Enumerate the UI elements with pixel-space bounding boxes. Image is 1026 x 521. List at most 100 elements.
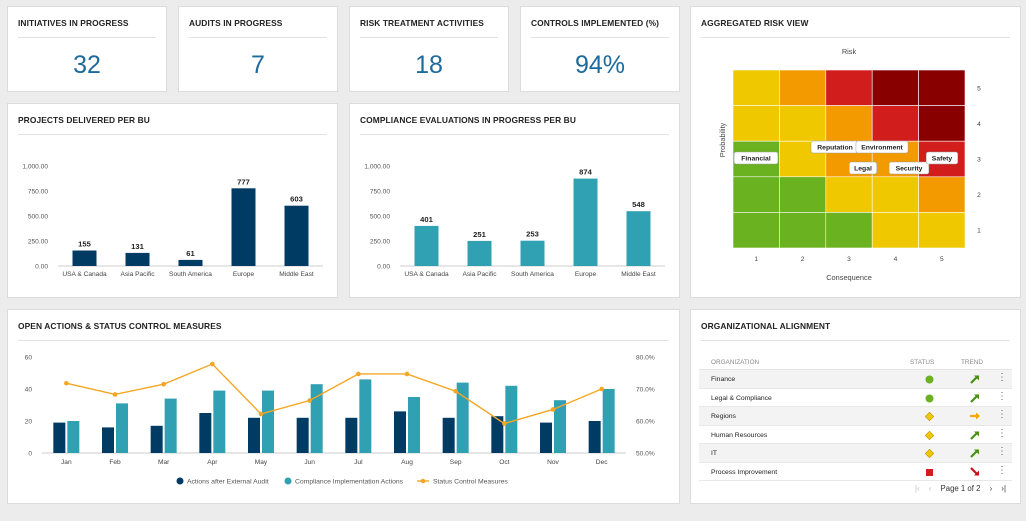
divider: [360, 134, 669, 135]
prev-page-icon[interactable]: ‹: [928, 484, 932, 493]
table-row[interactable]: Human Resources ⋮: [699, 426, 1012, 444]
line-point: [307, 398, 312, 403]
bar-compliance-actions: [67, 421, 80, 453]
row-menu-icon[interactable]: ⋮: [997, 464, 1007, 476]
heatmap-cell: [918, 176, 966, 213]
header-status: STATUS: [910, 359, 935, 366]
bar-actions-after-audit: [248, 417, 260, 453]
y-tick-label: 5: [977, 85, 981, 92]
open-actions-combo-chart: 0 20 40 60 50.0% 60.0% 70.0% 80.0% Jan Feb Mar Apr M…: [25, 355, 655, 486]
x-tick-label: South America: [511, 271, 554, 278]
table-row[interactable]: IT ⋮: [699, 444, 1012, 463]
line-point: [258, 411, 264, 417]
bar: [414, 225, 439, 266]
status-warn-icon: [924, 411, 935, 422]
org-alignment-title: ORGANIZATIONAL ALIGNMENT: [701, 321, 831, 331]
y-axis-title: Probability: [718, 122, 727, 157]
header-organization: ORGANIZATION: [711, 359, 760, 366]
x-tick-label: 4: [894, 256, 898, 263]
heatmap-cell: [871, 69, 919, 106]
heatmap-cell: [732, 176, 780, 213]
legend-label: Status Control Measures: [433, 479, 508, 486]
bar-actions-after-audit: [394, 411, 406, 453]
next-page-icon[interactable]: ›: [989, 484, 993, 493]
status-good-icon: [925, 394, 934, 403]
risk-label-box: [925, 151, 959, 165]
x-tick-label: 5: [940, 256, 944, 263]
y-tick-label: 500.00: [370, 214, 391, 221]
x-tick-label: May: [255, 459, 268, 466]
heatmap-title: Risk: [842, 47, 857, 56]
table-row[interactable]: Process Improvement ⋮: [699, 463, 1012, 481]
bar-actions-after-audit: [53, 422, 66, 453]
table-row[interactable]: Finance ⋮: [699, 370, 1012, 389]
y-left-tick-label: 0: [28, 451, 32, 458]
table-body: Finance ⋮ Legal & Compliance ⋮ Regions ⋮ Human…: [699, 370, 1012, 481]
row-menu-icon[interactable]: ⋮: [997, 372, 1007, 383]
organization-name: Human Resources: [711, 431, 768, 439]
trend-down-right-icon: [969, 466, 981, 478]
table-row[interactable]: Legal & Compliance ⋮: [699, 389, 1012, 407]
y-right-tick-label: 80.0%: [636, 355, 655, 362]
chart-title: PROJECTS DELIVERED PER BU: [18, 115, 150, 125]
kpi-card-audits: AUDITS IN PROGRESS 7: [178, 6, 338, 92]
bar-actions-after-audit: [442, 417, 455, 453]
y-tick-label: 500.00: [28, 214, 49, 221]
row-menu-icon[interactable]: ⋮: [997, 427, 1007, 439]
risk-label: Financial: [741, 156, 771, 163]
bar: [284, 205, 309, 266]
trend-up-right-icon: [969, 373, 981, 385]
bar-compliance-actions: [359, 379, 372, 453]
bar: [178, 259, 203, 266]
last-page-icon[interactable]: ›|: [1001, 484, 1006, 493]
y-tick-label: 3: [977, 157, 981, 164]
x-tick-label: Oct: [499, 459, 509, 466]
line-point: [112, 392, 118, 397]
kpi-card-initiatives: INITIATIVES IN PROGRESS 32: [7, 6, 167, 92]
organization-name: Legal & Compliance: [711, 394, 772, 402]
organization-name: Regions: [711, 413, 736, 420]
first-page-icon[interactable]: |‹: [914, 484, 920, 493]
heatmap-cell: [779, 69, 827, 106]
bar-compliance-actions: [164, 398, 177, 453]
row-menu-icon[interactable]: ⋮: [997, 409, 1007, 420]
y-tick-label: 250.00: [370, 239, 391, 246]
risk-label-box: [733, 151, 779, 165]
x-tick-label: Middle East: [279, 271, 314, 278]
data-label: 401: [420, 215, 433, 224]
y-tick-label: 1,000.00: [364, 164, 390, 171]
table-row[interactable]: Regions ⋮: [699, 407, 1012, 426]
pager: |‹ ‹ Page 1 of 2 › ›|: [908, 484, 1006, 493]
kpi-card-risk-treatment: RISK TREATMENT ACTIVITIES 18: [349, 6, 509, 92]
kpi-value: 32: [73, 51, 101, 79]
heatmap-cell: [825, 105, 873, 142]
risk-label-box: [888, 161, 930, 175]
kpi-title: AUDITS IN PROGRESS: [189, 18, 283, 28]
x-tick-label: 2: [801, 256, 805, 263]
row-menu-icon[interactable]: ⋮: [997, 446, 1007, 457]
y-tick-label: 4: [977, 121, 981, 128]
x-tick-label: South America: [169, 271, 212, 278]
y-tick-label: 0.00: [377, 264, 390, 271]
row-menu-icon[interactable]: ⋮: [997, 390, 1007, 402]
line-point: [161, 381, 166, 387]
status-warn-icon: [924, 430, 935, 440]
bar-compliance-actions: [408, 397, 420, 453]
x-tick-label: 1: [754, 256, 758, 263]
kpi-title: RISK TREATMENT ACTIVITIES: [360, 18, 484, 28]
data-label: 61: [186, 249, 195, 258]
bar-compliance-actions: [310, 384, 323, 453]
x-tick-label: Mar: [158, 459, 170, 466]
bar-actions-after-audit: [491, 416, 504, 453]
data-label: 131: [131, 242, 144, 251]
organization-name: Process Improvement: [711, 468, 778, 476]
x-tick-label: Jun: [304, 459, 315, 466]
x-tick-label: Nov: [547, 459, 559, 466]
y-tick-label: 1: [977, 228, 981, 235]
data-label: 603: [290, 195, 303, 204]
bar-actions-after-audit: [199, 413, 212, 453]
projects-bar-chart: 0.00 250.00 500.00 750.00 1,000.00 155 USA & C…: [22, 164, 323, 278]
y-tick-label: 250.00: [28, 239, 49, 246]
trend-up-right-icon: [969, 429, 981, 441]
legend-marker-actions: [176, 477, 184, 485]
